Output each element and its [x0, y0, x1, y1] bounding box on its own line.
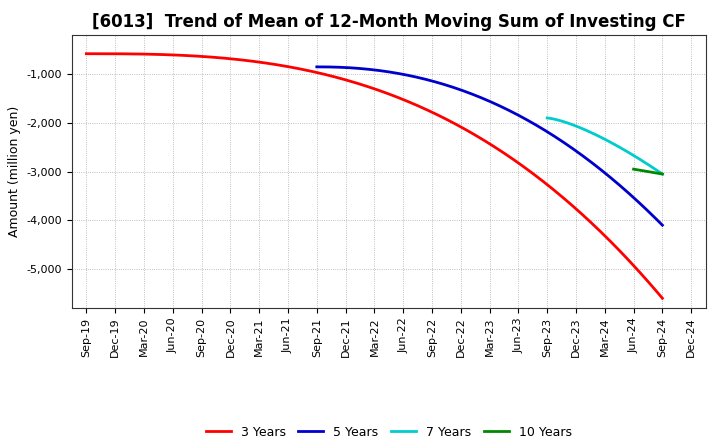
Legend: 3 Years, 5 Years, 7 Years, 10 Years: 3 Years, 5 Years, 7 Years, 10 Years — [201, 421, 577, 440]
7 Years — [611, 143, 620, 148]
Y-axis label: Amount (million yen): Amount (million yen) — [8, 106, 21, 237]
7 Years — [640, 159, 649, 165]
3 Years — [604, 237, 613, 242]
7 Years — [647, 164, 656, 169]
7 Years — [543, 115, 552, 121]
10 Years — [647, 169, 655, 175]
3 Years — [658, 296, 667, 301]
3 Years — [84, 51, 93, 56]
10 Years — [658, 172, 667, 177]
Title: [6013]  Trend of Mean of 12-Month Moving Sum of Investing CF: [6013] Trend of Mean of 12-Month Moving … — [92, 13, 685, 31]
Line: 5 Years: 5 Years — [317, 67, 662, 225]
Line: 3 Years: 3 Years — [86, 54, 662, 298]
3 Years — [567, 202, 576, 208]
5 Years — [518, 115, 527, 120]
10 Years — [629, 166, 638, 172]
10 Years — [647, 169, 655, 175]
3 Years — [82, 51, 91, 56]
10 Years — [647, 169, 655, 175]
5 Years — [658, 223, 667, 228]
Line: 7 Years: 7 Years — [547, 118, 662, 174]
7 Years — [658, 172, 667, 177]
7 Years — [611, 142, 620, 147]
10 Years — [655, 171, 664, 176]
10 Years — [629, 167, 638, 172]
5 Years — [314, 64, 323, 70]
5 Years — [312, 64, 321, 70]
7 Years — [544, 115, 552, 121]
5 Years — [517, 114, 526, 120]
5 Years — [524, 118, 533, 123]
5 Years — [626, 192, 634, 197]
Line: 10 Years: 10 Years — [634, 169, 662, 174]
5 Years — [604, 173, 613, 178]
10 Years — [654, 171, 662, 176]
3 Years — [435, 113, 444, 118]
3 Years — [423, 107, 432, 113]
3 Years — [425, 108, 433, 114]
7 Years — [613, 143, 622, 149]
